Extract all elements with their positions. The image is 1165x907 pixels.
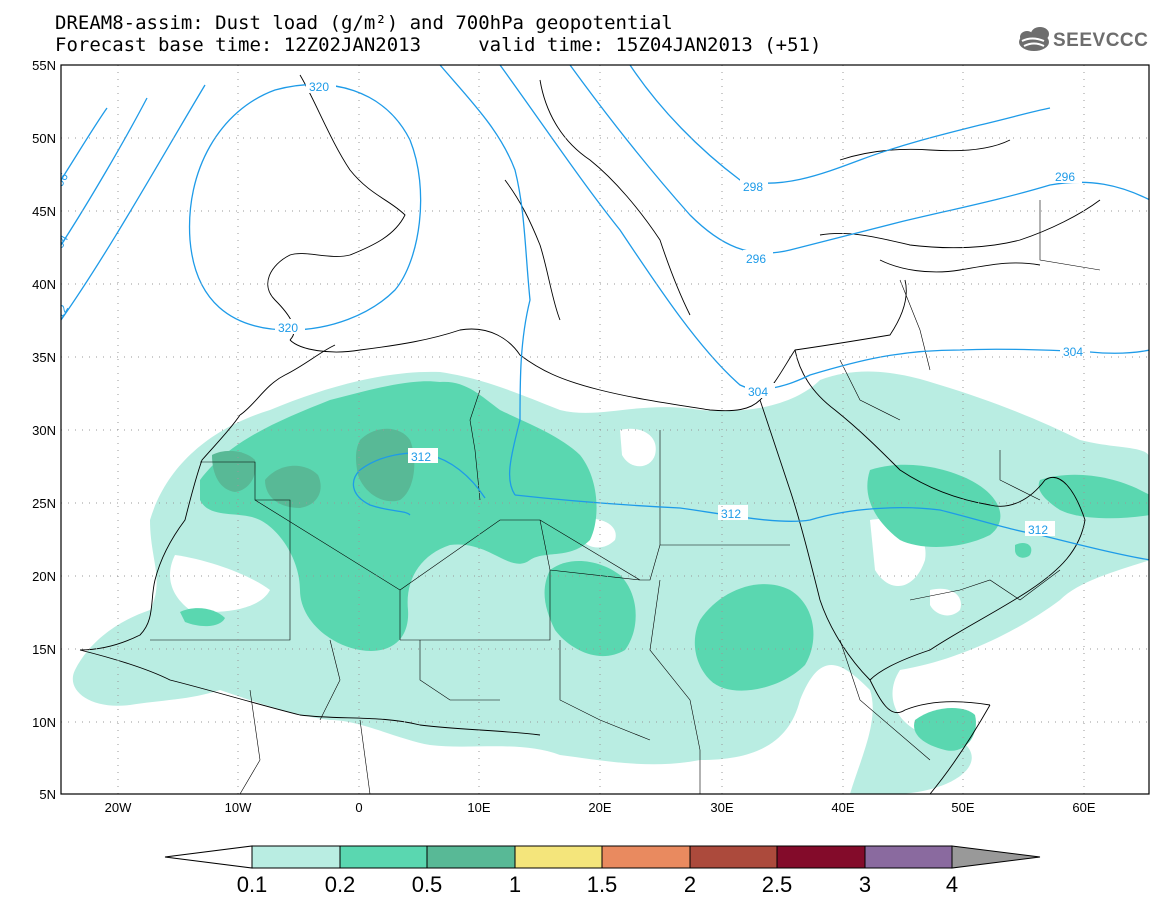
contour-label: 320	[278, 321, 298, 335]
lon-label: 60E	[1072, 800, 1095, 815]
contour-label: 304	[748, 385, 768, 399]
colorbar-under-arrow	[164, 845, 253, 869]
contour-label: 312	[721, 507, 741, 521]
lat-label: 10N	[32, 715, 56, 730]
colorbar-label: 0.5	[412, 872, 443, 897]
colorbar-label: 3	[859, 872, 871, 897]
colorbar-label: 2.5	[762, 872, 793, 897]
lon-label: 10W	[225, 800, 252, 815]
lat-label: 40N	[32, 277, 56, 292]
lat-label: 35N	[32, 350, 56, 365]
colorbar-swatch	[689, 845, 778, 869]
lon-label: 20W	[105, 800, 132, 815]
colorbar-over-arrow	[951, 845, 1041, 869]
lon-label: 10E	[467, 800, 490, 815]
political-borders	[150, 200, 1101, 794]
contour-label: 296	[49, 170, 71, 195]
colorbar-swatch	[251, 845, 341, 869]
logo-text: SEEVCCC	[1053, 30, 1149, 51]
lat-label: 20N	[32, 569, 56, 584]
lon-label: 20E	[588, 800, 611, 815]
map-frame	[60, 64, 1150, 795]
colorbar-label: 0.2	[325, 872, 356, 897]
contour-label: 304	[1063, 345, 1083, 359]
longitude-axis: 20W 10W 0 10E 20E 30E 40E 50E 60E	[105, 800, 1096, 815]
coastlines	[79, 74, 1101, 794]
colorbar-label: 2	[684, 872, 696, 897]
lat-label: 55N	[32, 58, 56, 73]
contour-label: 296	[746, 252, 766, 266]
lat-label: 50N	[32, 131, 56, 146]
contour-labels: 320 320 296 304 312 312 312 312 296 296 …	[49, 78, 1090, 537]
lon-label: 50E	[951, 800, 974, 815]
colorbar-label: 4	[946, 872, 958, 897]
lat-label: 25N	[32, 496, 56, 511]
colorbar-swatch	[426, 845, 516, 869]
colorbar-swatch	[514, 845, 603, 869]
lon-label: 40E	[831, 800, 854, 815]
colorbar-label: 1	[509, 872, 521, 897]
colorbar-swatch	[776, 845, 866, 869]
colorbar-swatch	[864, 845, 953, 869]
dust-shading-medium	[180, 381, 1149, 751]
forecast-time-line: Forecast base time: 12Z02JAN2013 valid t…	[55, 34, 822, 56]
colorbar-label: 0.1	[237, 872, 268, 897]
dust-shading-dense	[212, 428, 415, 508]
colorbar-labels: 0.1 0.2 0.5 1 1.5 2 2.5 3 4	[237, 872, 958, 897]
colorbar-label: 1.5	[587, 872, 618, 897]
lat-label: 45N	[32, 204, 56, 219]
map-title: DREAM8-assim: Dust load (g/m²) and 700hP…	[55, 12, 673, 34]
latitude-axis: 55N 50N 45N 40N 35N 30N 25N 20N 15N 10N …	[32, 58, 56, 802]
contour-label: 320	[309, 80, 329, 94]
lat-label: 30N	[32, 423, 56, 438]
contour-label: 312	[411, 450, 431, 464]
graticule	[61, 65, 1149, 794]
contour-label: 298	[743, 180, 763, 194]
lat-label: 5N	[39, 787, 56, 802]
contour-label: 296	[1055, 170, 1075, 184]
lon-label: 30E	[710, 800, 733, 815]
lon-label: 0	[355, 800, 362, 815]
colorbar-swatch	[339, 845, 428, 869]
contour-label: 312	[1028, 523, 1048, 537]
contour-label: 304	[49, 232, 71, 257]
colorbar-swatch	[601, 845, 691, 869]
lat-label: 15N	[32, 642, 56, 657]
colorbar	[164, 845, 1041, 869]
contour-label: 312	[49, 302, 71, 327]
geopotential-contours	[61, 65, 1149, 561]
